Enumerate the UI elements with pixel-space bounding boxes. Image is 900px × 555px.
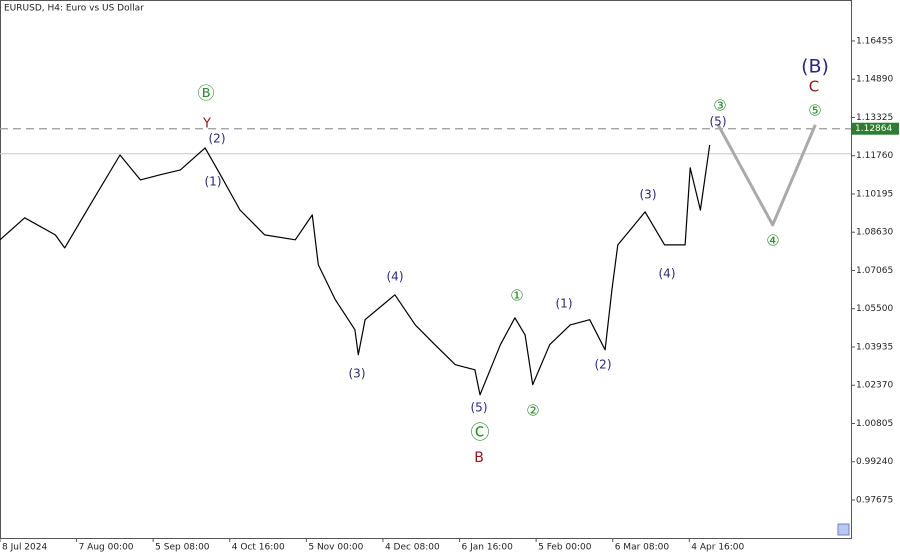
y-tick-label: 1.07065 — [856, 266, 893, 276]
wave-label: (2) — [209, 132, 226, 146]
y-tick-label: 1.05500 — [856, 304, 893, 314]
wave-label: ③ — [713, 97, 726, 115]
forecast-path — [716, 124, 817, 227]
x-tick-label: 6 Mar 08:00 — [615, 543, 670, 553]
x-tick-label: 4 Dec 08:00 — [385, 543, 440, 553]
y-tick-label: 1.00805 — [856, 419, 893, 429]
x-tick-label: 4 Apr 16:00 — [691, 543, 744, 553]
x-tick-label: 6 Jan 16:00 — [462, 543, 514, 553]
x-tick-label: 5 Nov 00:00 — [308, 543, 363, 553]
price-series — [0, 144, 711, 396]
y-tick-label: 1.14890 — [856, 75, 893, 85]
y-tick-label: 1.03935 — [856, 342, 893, 352]
wave-label: (4) — [387, 270, 404, 284]
y-tick-label: 1.10195 — [856, 189, 893, 199]
y-tick-label: 1.13325 — [856, 113, 893, 123]
price-label: 1.12864 — [855, 124, 892, 134]
wave-label: (4) — [659, 267, 676, 281]
wave-label: ② — [526, 402, 539, 420]
x-tick-label: 5 Feb 00:00 — [538, 543, 592, 553]
wave-label: Ⓑ — [198, 84, 215, 104]
wave-label: (3) — [349, 367, 366, 381]
wave-label: ⑤ — [808, 102, 821, 120]
wave-label: (5) — [471, 401, 488, 415]
y-tick-label: 1.11760 — [856, 151, 893, 161]
y-tick-label: 0.99240 — [856, 457, 893, 467]
y-tick-label: 1.08630 — [856, 228, 893, 238]
wave-label: (2) — [595, 358, 612, 372]
x-tick-label: 7 Aug 00:00 — [79, 543, 134, 553]
chart-title: EURUSD, H4: Euro vs US Dollar — [4, 4, 144, 14]
price-label-box — [852, 122, 899, 135]
wave-label: (1) — [556, 297, 573, 311]
wave-label: (5) — [710, 115, 727, 129]
y-tick-label: 1.02370 — [856, 381, 893, 391]
x-tick-label: 4 Oct 16:00 — [232, 543, 285, 553]
wave-label: B — [474, 450, 484, 466]
x-tick-label: 8 Jul 2024 — [2, 543, 47, 553]
corner-icon[interactable] — [837, 523, 850, 536]
wave-label: ④ — [766, 232, 779, 250]
wave-label: ① — [510, 287, 523, 305]
y-tick-label: 1.16455 — [856, 36, 893, 46]
wave-label: (1) — [205, 175, 222, 189]
wave-label: C — [809, 78, 819, 96]
wave-label: Y — [202, 117, 211, 132]
wave-label: (3) — [640, 188, 657, 202]
plot-frame — [0, 0, 852, 539]
y-tick-label: 0.97675 — [856, 495, 893, 505]
x-tick-label: 5 Sep 08:00 — [155, 543, 210, 553]
wave-label: (B) — [801, 56, 829, 78]
wave-label: Ⓒ — [470, 422, 489, 444]
